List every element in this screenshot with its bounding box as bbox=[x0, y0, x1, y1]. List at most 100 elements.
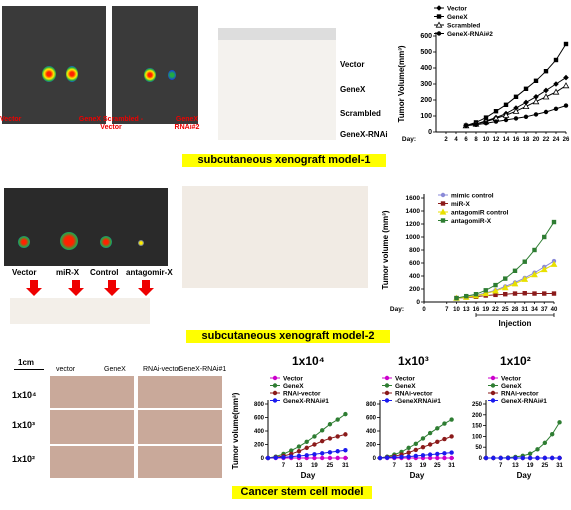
data-point bbox=[343, 411, 348, 417]
data-point bbox=[482, 290, 490, 297]
legend-label: RNAi-vector bbox=[395, 391, 433, 398]
data-point bbox=[505, 455, 511, 461]
data-point bbox=[491, 455, 496, 461]
x-axis-label: Day: bbox=[390, 306, 404, 313]
x-tick-label: 12 bbox=[493, 137, 500, 143]
data-point bbox=[503, 117, 509, 123]
legend-marker bbox=[384, 375, 390, 381]
x-tick-label: 4 bbox=[454, 137, 458, 143]
legend-marker bbox=[436, 14, 442, 19]
x-tick-label: 31 bbox=[448, 463, 455, 469]
legend-label: Scrambled bbox=[447, 23, 480, 30]
data-point bbox=[265, 455, 271, 461]
legend-marker bbox=[440, 192, 446, 198]
data-point bbox=[335, 434, 340, 439]
y-tick-label: 50 bbox=[475, 445, 482, 451]
data-point bbox=[319, 438, 325, 444]
y-tick-label: 100 bbox=[420, 113, 432, 120]
mouse-label-vector: Vector bbox=[0, 116, 22, 123]
data-point bbox=[319, 428, 325, 433]
legend-label: GeneX-RNAi#1 bbox=[283, 398, 329, 405]
x-tick-label: 37 bbox=[541, 307, 548, 313]
legend-label: GeneX-RNAi#1 bbox=[501, 398, 547, 405]
data-point bbox=[553, 81, 559, 87]
data-point bbox=[449, 455, 454, 461]
data-point bbox=[503, 276, 508, 281]
data-point bbox=[527, 455, 533, 461]
data-point bbox=[420, 453, 426, 458]
data-point bbox=[413, 441, 419, 447]
mouse2-label-antagomir: antagomir-X bbox=[126, 268, 173, 277]
data-point bbox=[406, 450, 411, 455]
data-point bbox=[442, 451, 447, 456]
legend-label: GeneX bbox=[283, 383, 304, 390]
x-tick-label: 16 bbox=[513, 137, 520, 143]
data-point bbox=[543, 87, 549, 94]
section-title-model-2: subcutaneous xenograft model-2 bbox=[186, 330, 390, 343]
legend-marker bbox=[384, 398, 390, 403]
legend-marker bbox=[435, 21, 443, 28]
data-point bbox=[553, 57, 559, 63]
x-tick-label: 7 bbox=[499, 463, 503, 469]
x-tick-label: 16 bbox=[473, 307, 480, 313]
x-tick-label: 19 bbox=[482, 307, 489, 313]
data-point bbox=[312, 434, 317, 439]
data-point bbox=[335, 449, 340, 454]
data-point bbox=[521, 275, 529, 282]
x-axis-label: Day bbox=[517, 471, 532, 480]
panel-title-1e4: 1x10⁴ bbox=[292, 354, 325, 368]
data-point bbox=[522, 291, 527, 296]
data-point bbox=[522, 102, 530, 109]
red-arrows-2 bbox=[26, 280, 154, 296]
legend-label: GeneX-RNAi#2 bbox=[447, 31, 493, 38]
y-tick-label: 600 bbox=[409, 260, 420, 267]
data-point bbox=[493, 119, 499, 124]
legend-marker bbox=[490, 398, 496, 403]
data-point bbox=[563, 103, 569, 108]
legend-label: Vector bbox=[283, 376, 303, 383]
data-point bbox=[483, 288, 488, 293]
legend-label: Vector bbox=[501, 376, 521, 383]
x-tick-label: 25 bbox=[541, 463, 548, 469]
x-axis-label: Day: bbox=[402, 136, 416, 143]
data-point bbox=[289, 448, 294, 453]
data-point bbox=[527, 451, 533, 456]
legend-marker bbox=[490, 383, 496, 388]
x-tick-label: 31 bbox=[342, 463, 349, 469]
data-point bbox=[540, 265, 548, 273]
x-tick-label: 24 bbox=[553, 137, 560, 143]
csc-photo-left bbox=[50, 376, 134, 478]
data-point bbox=[343, 448, 348, 453]
y-axis-label: Tumor volume(mm³) bbox=[231, 392, 240, 469]
data-point bbox=[399, 454, 404, 460]
legend-label: RNAi-vector bbox=[283, 391, 321, 398]
x-tick-label: 13 bbox=[512, 463, 519, 469]
data-point bbox=[464, 293, 469, 299]
tumor-photo-1 bbox=[218, 28, 336, 140]
mouse-photo-2 bbox=[4, 188, 168, 266]
tumor-label-scrambled: Scrambled bbox=[340, 109, 381, 118]
data-point bbox=[304, 453, 309, 458]
data-point bbox=[563, 41, 569, 47]
data-point bbox=[512, 107, 520, 114]
data-point bbox=[281, 455, 286, 460]
data-point bbox=[463, 123, 469, 128]
scale-bar-label: 1cm bbox=[18, 358, 35, 367]
x-tick-label: 19 bbox=[420, 463, 427, 469]
data-point bbox=[543, 109, 549, 115]
x-tick-label: 19 bbox=[527, 463, 534, 469]
data-point bbox=[435, 439, 440, 444]
x-tick-label: 22 bbox=[492, 307, 499, 313]
data-point bbox=[542, 291, 547, 296]
data-point bbox=[502, 111, 510, 118]
y-tick-label: 800 bbox=[366, 402, 377, 408]
series-line-1 bbox=[486, 422, 560, 459]
data-point bbox=[503, 292, 508, 297]
data-point bbox=[498, 455, 503, 461]
y-tick-label: 200 bbox=[420, 97, 432, 104]
row-label-1e2: 1x10² bbox=[12, 454, 36, 464]
chart-csc-1e3: 0 200 400 600 800 7 13 19 25 31 Day VectorGeneXRNAi… bbox=[366, 375, 456, 481]
x-tick-label: 18 bbox=[523, 137, 530, 143]
tumor-label-vector: Vector bbox=[340, 60, 365, 69]
